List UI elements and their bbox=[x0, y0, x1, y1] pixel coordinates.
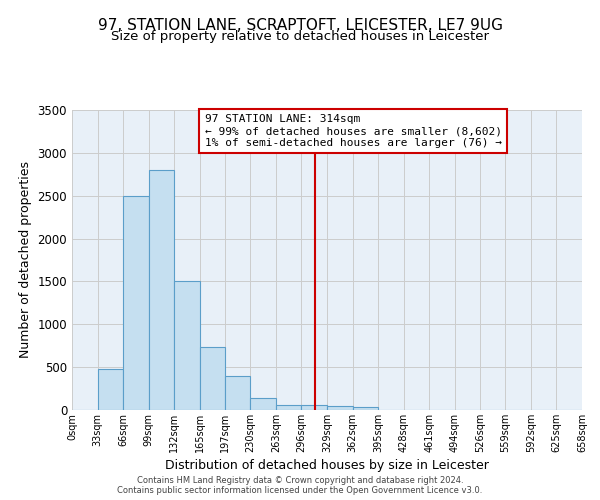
Bar bbox=[200, 348, 224, 410]
Bar bbox=[327, 406, 353, 410]
Bar bbox=[250, 398, 276, 410]
Bar bbox=[175, 282, 200, 410]
Text: Size of property relative to detached houses in Leicester: Size of property relative to detached ho… bbox=[111, 30, 489, 43]
Bar bbox=[353, 408, 378, 410]
Text: Contains public sector information licensed under the Open Government Licence v3: Contains public sector information licen… bbox=[118, 486, 482, 495]
Text: 97, STATION LANE, SCRAPTOFT, LEICESTER, LE7 9UG: 97, STATION LANE, SCRAPTOFT, LEICESTER, … bbox=[97, 18, 503, 32]
Bar bbox=[123, 196, 149, 410]
Bar bbox=[301, 406, 327, 410]
X-axis label: Distribution of detached houses by size in Leicester: Distribution of detached houses by size … bbox=[165, 459, 489, 472]
Y-axis label: Number of detached properties: Number of detached properties bbox=[19, 162, 32, 358]
Text: 97 STATION LANE: 314sqm
← 99% of detached houses are smaller (8,602)
1% of semi-: 97 STATION LANE: 314sqm ← 99% of detache… bbox=[205, 114, 502, 148]
Text: Contains HM Land Registry data © Crown copyright and database right 2024.: Contains HM Land Registry data © Crown c… bbox=[137, 476, 463, 485]
Bar bbox=[98, 369, 123, 410]
Bar bbox=[224, 376, 250, 410]
Bar bbox=[149, 170, 175, 410]
Bar bbox=[276, 405, 301, 410]
